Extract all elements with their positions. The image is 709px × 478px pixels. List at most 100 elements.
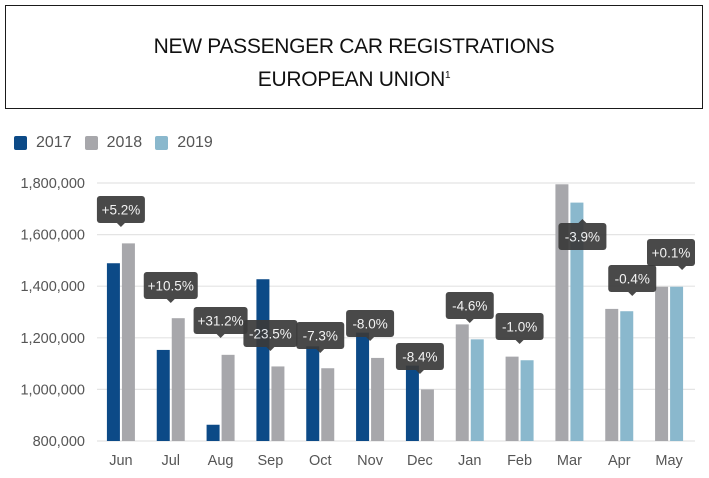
annotation-box	[296, 322, 345, 349]
x-tick-label: Mar	[557, 453, 582, 469]
y-tick-label: 1,200,000	[20, 331, 85, 347]
bar-2018-jul	[171, 318, 185, 441]
bar-2018-jun	[121, 243, 135, 441]
annotation-apr: -0.4%	[608, 265, 657, 296]
footnote-mark: 1	[444, 70, 451, 81]
y-axis-tick-labels: 800,000 1,000,000 1,200,000 1,400,000 1,600,…	[20, 176, 85, 450]
annotation-text: -4.6%	[452, 299, 487, 314]
annotation-text: -8.0%	[352, 317, 387, 332]
annotation-pointer	[628, 292, 637, 296]
x-tick-label: Jul	[161, 453, 180, 469]
annotation-box	[558, 223, 607, 250]
annotation-text: -3.9%	[565, 230, 600, 245]
title-box: NEW PASSENGER CAR REGISTRATIONS EUROPEAN…	[5, 5, 703, 109]
bar-2018-oct	[321, 368, 335, 441]
annotation-jun: +5.2%	[96, 196, 145, 227]
annotation-pointer	[578, 219, 587, 223]
annotation-pointer	[515, 340, 524, 344]
bar-2019-jan	[470, 339, 484, 441]
x-tick-label: May	[655, 453, 683, 469]
annotation-pointer	[415, 370, 424, 374]
annotation-text: -0.4%	[615, 272, 650, 287]
annotation-text: +10.5%	[148, 279, 194, 294]
legend-item-2017: 2017	[14, 134, 72, 152]
bar-2018-aug	[221, 354, 235, 441]
annotation-box	[193, 307, 248, 334]
bar-2019-feb	[520, 360, 534, 441]
annotation-box	[608, 265, 657, 292]
x-tick-label: Dec	[407, 453, 433, 469]
annotation-text: -7.3%	[303, 329, 338, 344]
annotation-aug: +31.2%	[193, 307, 248, 338]
annotation-box	[445, 292, 494, 319]
annotation-pointer	[166, 299, 175, 303]
annotation-pointer	[266, 347, 275, 351]
annotation-text: +31.2%	[197, 314, 243, 329]
bar-2018-may	[655, 286, 669, 441]
annotation-mar: -3.9%	[558, 219, 607, 250]
bar-2017-nov	[356, 332, 370, 441]
bar-2018-apr	[605, 308, 619, 441]
bar-2019-mar	[570, 202, 584, 441]
annotation-box	[96, 196, 145, 223]
bar-2018-sep	[271, 366, 285, 441]
x-tick-label: Feb	[507, 453, 532, 469]
bar-2018-feb	[505, 356, 519, 441]
annotation-text: -8.4%	[402, 350, 437, 365]
bar-2019-apr	[620, 311, 634, 441]
annotation-pointer	[678, 266, 687, 270]
annotation-jan: -4.6%	[445, 292, 494, 323]
y-tick-label: 1,600,000	[20, 228, 85, 244]
chart-title-line2: EUROPEAN UNION1	[6, 68, 702, 92]
annotation-box	[346, 310, 395, 337]
bars	[106, 184, 684, 442]
annotation-pointer	[116, 223, 125, 227]
bar-2017-dec	[405, 365, 419, 441]
annotation-jul: +10.5%	[143, 272, 198, 303]
change-annotations: +5.2% +10.5% +31.2% -23.5% -7.3% -8.0% -8.4% -4…	[96, 196, 695, 374]
legend-label-2017: 2017	[36, 134, 72, 151]
x-tick-label: Sep	[258, 453, 284, 469]
x-axis-tick-labels: Jun Jul Aug Sep Oct Nov Dec Jan Feb Mar Apr May	[109, 453, 683, 469]
bar-2018-dec	[420, 389, 434, 441]
chart-title-line1: NEW PASSENGER CAR REGISTRATIONS	[153, 35, 555, 58]
annotation-box	[243, 320, 298, 347]
annotation-oct: -7.3%	[296, 322, 345, 353]
annotation-pointer	[366, 337, 375, 341]
annotation-sep: -23.5%	[243, 320, 298, 351]
bar-2017-aug	[206, 424, 220, 441]
annotation-box	[647, 239, 695, 266]
annotation-nov: -8.0%	[346, 310, 395, 341]
bar-2017-jul	[156, 349, 170, 441]
x-tick-label: Nov	[357, 453, 384, 469]
legend-swatch-2019	[155, 136, 169, 150]
annotation-dec: -8.4%	[395, 343, 444, 374]
bar-2017-sep	[256, 279, 270, 441]
y-tick-label: 1,800,000	[20, 176, 85, 192]
annotation-pointer	[216, 334, 225, 338]
legend-label-2018: 2018	[106, 134, 143, 151]
x-tick-label: Jan	[458, 453, 481, 469]
annotation-box	[395, 343, 444, 370]
annotation-pointer	[465, 319, 474, 323]
annotation-box	[143, 272, 198, 299]
y-tick-label: 1,400,000	[20, 279, 85, 295]
annotation-box	[495, 313, 544, 340]
legend-item-2018: 2018	[84, 134, 143, 152]
bar-2019-may	[670, 286, 684, 441]
bar-2018-jan	[455, 324, 469, 441]
x-tick-label: Jun	[109, 453, 132, 469]
y-tick-label: 1,000,000	[20, 382, 85, 398]
bar-2017-oct	[306, 346, 320, 441]
x-tick-label: Oct	[309, 453, 332, 469]
annotation-pointer	[316, 349, 325, 353]
x-tick-label: Apr	[608, 453, 631, 469]
legend-swatch-2018	[84, 136, 98, 150]
annotation-feb: -1.0%	[495, 313, 544, 344]
bar-2017-jun	[106, 263, 120, 441]
bar-2018-nov	[371, 357, 385, 441]
annotation-text: +5.2%	[102, 203, 141, 218]
annotation-text: -1.0%	[502, 320, 537, 335]
annotation-may: +0.1%	[647, 239, 695, 270]
